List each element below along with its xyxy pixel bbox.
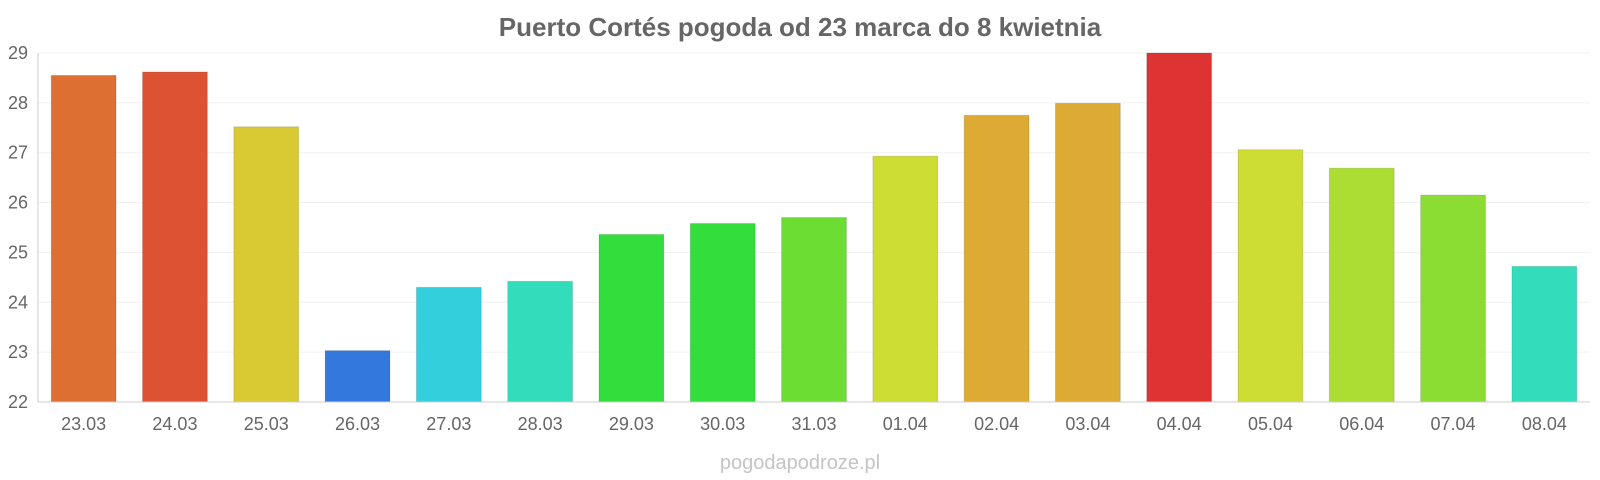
x-tick-label: 30.03 — [700, 414, 745, 434]
bar — [233, 126, 300, 403]
bar — [781, 217, 847, 403]
bar — [142, 71, 208, 403]
x-tick-label: 01.04 — [883, 414, 928, 434]
bars — [50, 52, 1578, 403]
bar — [1054, 102, 1121, 403]
x-tick-label: 27.03 — [426, 414, 471, 434]
bar — [507, 280, 574, 403]
x-tick-label: 03.04 — [1065, 414, 1110, 434]
bar — [324, 350, 391, 403]
bar — [1511, 265, 1578, 403]
y-tick-label: 25 — [8, 242, 28, 262]
bar — [1328, 167, 1395, 403]
x-tick-label: 04.04 — [1157, 414, 1202, 434]
y-tick-label: 27 — [8, 143, 28, 163]
x-tick-label: 31.03 — [791, 414, 836, 434]
x-tick-label: 23.03 — [61, 414, 106, 434]
x-tick-label: 08.04 — [1522, 414, 1567, 434]
bar — [689, 223, 756, 403]
y-tick-label: 26 — [8, 193, 28, 213]
x-tick-label: 29.03 — [609, 414, 654, 434]
x-tick-labels: 23.03 24.03 25.03 26.03 27.03 28.03 29.03 30.03… — [61, 414, 1567, 434]
bar — [1237, 149, 1304, 403]
x-tick-label: 05.04 — [1248, 414, 1293, 434]
bar — [415, 286, 482, 403]
y-tick-label: 24 — [8, 292, 28, 312]
axes — [37, 53, 1590, 403]
bar — [1146, 52, 1213, 403]
bar — [963, 114, 1030, 403]
bar — [872, 155, 939, 403]
y-tick-label: 23 — [8, 342, 28, 362]
watermark: pogodapodroze.pl — [720, 452, 880, 474]
y-tick-label: 22 — [8, 392, 28, 412]
x-tick-label: 06.04 — [1339, 414, 1384, 434]
x-tick-label: 02.04 — [974, 414, 1019, 434]
chart-title: Puerto Cortés pogoda od 23 marca do 8 kw… — [499, 12, 1102, 42]
x-tick-label: 26.03 — [335, 414, 380, 434]
y-tick-labels: 22 23 24 25 26 27 28 29 — [8, 43, 28, 412]
bar — [1420, 194, 1486, 403]
x-tick-label: 28.03 — [518, 414, 563, 434]
bar — [598, 233, 665, 403]
x-tick-label: 24.03 — [152, 414, 197, 434]
x-tick-label: 07.04 — [1431, 414, 1476, 434]
bar — [50, 74, 117, 403]
y-tick-label: 29 — [8, 43, 28, 63]
x-tick-label: 25.03 — [244, 414, 289, 434]
y-tick-label: 28 — [8, 93, 28, 113]
